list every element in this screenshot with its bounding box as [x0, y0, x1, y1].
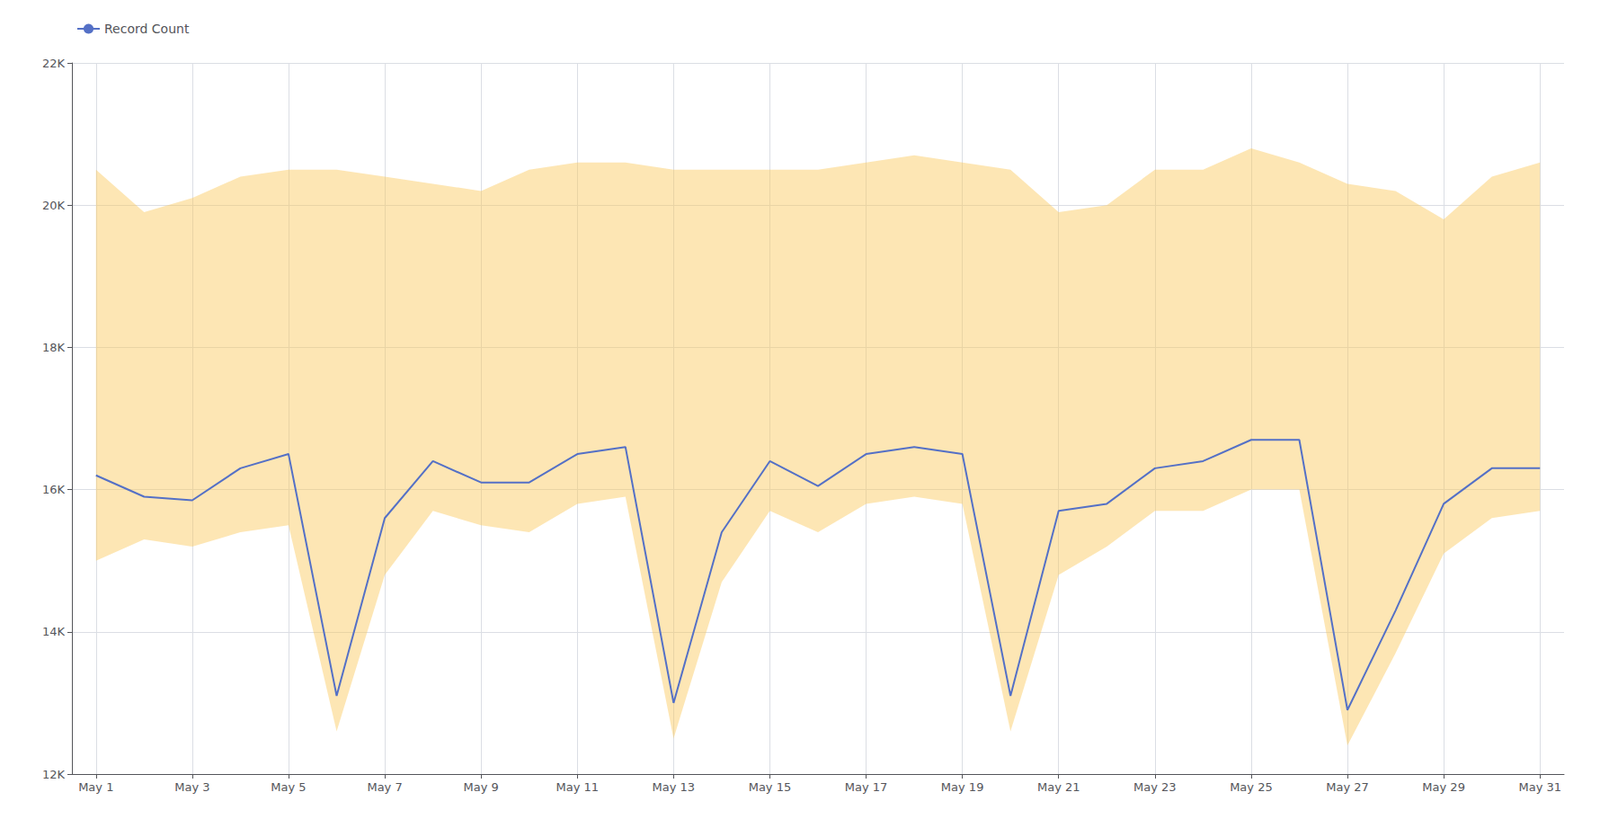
svg-text:May 3: May 3 [174, 780, 210, 794]
svg-text:May 9: May 9 [463, 780, 499, 794]
svg-text:May 19: May 19 [941, 780, 985, 794]
svg-text:22K: 22K [42, 56, 66, 71]
svg-text:May 7: May 7 [366, 780, 402, 794]
svg-text:May 29: May 29 [1422, 780, 1466, 794]
svg-text:14K: 14K [42, 624, 66, 639]
svg-text:May 17: May 17 [844, 780, 889, 794]
svg-text:May 21: May 21 [1037, 780, 1081, 794]
svg-text:May 13: May 13 [652, 780, 696, 794]
svg-text:Record Count: Record Count [104, 21, 190, 36]
svg-text:May 27: May 27 [1325, 780, 1369, 794]
svg-text:May 23: May 23 [1133, 780, 1177, 794]
svg-text:May 5: May 5 [270, 780, 306, 794]
svg-text:20K: 20K [42, 198, 66, 213]
svg-text:May 31: May 31 [1518, 780, 1562, 794]
svg-text:May 25: May 25 [1229, 780, 1273, 794]
svg-text:May 11: May 11 [555, 780, 599, 794]
svg-text:16K: 16K [42, 482, 66, 497]
svg-text:May 1: May 1 [78, 780, 114, 794]
svg-text:May 15: May 15 [748, 780, 792, 794]
svg-text:18K: 18K [42, 340, 66, 355]
svg-text:12K: 12K [42, 767, 66, 782]
